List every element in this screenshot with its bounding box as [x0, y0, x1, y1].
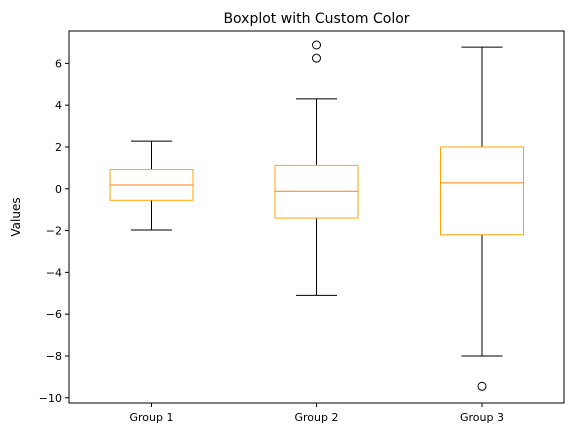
- box-1: [110, 141, 193, 230]
- y-axis-label: Values: [9, 197, 23, 236]
- y-axis-ticks: −10 −8 −6 −4 −2 0 2 4 6: [39, 57, 69, 404]
- box-2: [275, 41, 358, 295]
- y-tick-label: −6: [46, 308, 62, 321]
- y-tick-label: 0: [55, 183, 62, 196]
- x-tick-label: Group 2: [295, 411, 339, 424]
- y-tick-label: 2: [55, 141, 62, 154]
- chart-title: Boxplot with Custom Color: [223, 11, 409, 27]
- x-axis-ticks: Group 1 Group 2 Group 3: [130, 403, 504, 424]
- y-tick-label: −4: [46, 266, 62, 279]
- y-tick-label: −8: [46, 350, 62, 363]
- x-tick-label: Group 3: [460, 411, 504, 424]
- outlier-point: [313, 41, 321, 49]
- x-tick-label: Group 1: [130, 411, 174, 424]
- box-series: [110, 41, 524, 390]
- y-tick-label: 6: [55, 57, 62, 70]
- outlier-point: [478, 382, 486, 390]
- outlier-point: [313, 54, 321, 62]
- box-body: [441, 147, 524, 235]
- y-tick-label: −10: [39, 392, 62, 405]
- y-tick-label: 4: [55, 99, 62, 112]
- y-tick-label: −2: [46, 225, 62, 238]
- plot-frame: [69, 31, 564, 403]
- box-3: [441, 47, 524, 390]
